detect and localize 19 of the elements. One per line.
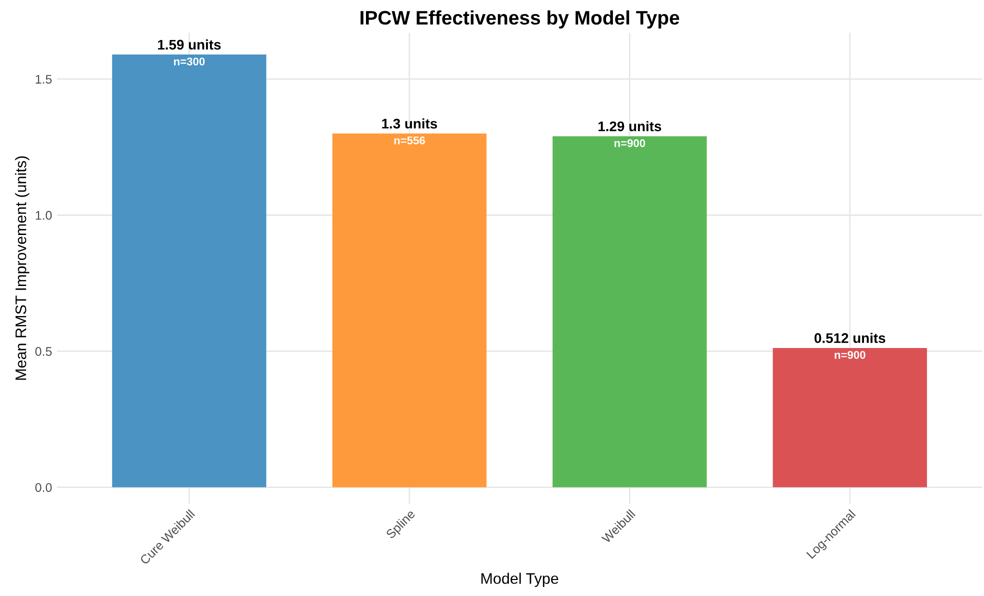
annotation: n=900 bbox=[834, 350, 866, 359]
y-tick-label: 0.5 bbox=[35, 347, 52, 356]
data-label: 0.512 units bbox=[814, 332, 886, 344]
annotation: n=556 bbox=[394, 136, 425, 144]
bar bbox=[112, 54, 266, 488]
data-label: 1.59 units bbox=[158, 39, 221, 50]
bar bbox=[772, 348, 927, 488]
data-label: 1.3 units bbox=[382, 118, 438, 129]
y-tick-label: 1.5 bbox=[36, 74, 52, 84]
data-label: 1.29 units bbox=[598, 121, 662, 132]
y-axis-title: Mean RMST Improvement (units) bbox=[15, 156, 30, 380]
annotation: n=900 bbox=[614, 139, 646, 148]
y-tick-label: 0.0 bbox=[35, 483, 52, 492]
bar bbox=[552, 136, 707, 488]
y-tick-label: 1.0 bbox=[36, 210, 52, 220]
annotation: n=300 bbox=[174, 58, 205, 66]
bar bbox=[332, 133, 487, 488]
chart-title: IPCW Effectiveness by Model Type bbox=[360, 10, 680, 28]
x-axis-title: Model Type bbox=[481, 572, 558, 587]
